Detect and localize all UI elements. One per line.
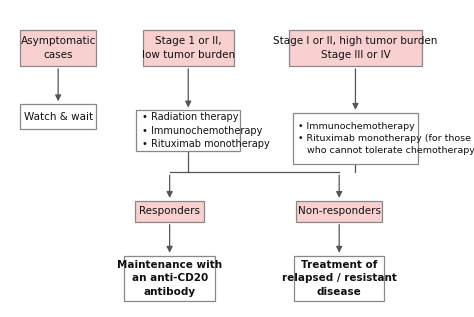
Text: Responders: Responders xyxy=(139,206,200,216)
Text: Non-responders: Non-responders xyxy=(298,206,381,216)
Text: Stage 1 or II,
low tumor burden: Stage 1 or II, low tumor burden xyxy=(142,36,235,60)
Text: Maintenance with
an anti-CD20
antibody: Maintenance with an anti-CD20 antibody xyxy=(117,260,222,297)
Text: Stage I or II, high tumor burden
Stage III or IV: Stage I or II, high tumor burden Stage I… xyxy=(273,36,438,60)
FancyBboxPatch shape xyxy=(135,201,204,222)
FancyBboxPatch shape xyxy=(296,201,382,222)
Text: • Radiation therapy
• Immunochemotherapy
• Rituximab monotherapy: • Radiation therapy • Immunochemotherapy… xyxy=(142,112,269,149)
FancyBboxPatch shape xyxy=(136,110,240,151)
FancyBboxPatch shape xyxy=(293,113,418,164)
FancyBboxPatch shape xyxy=(20,30,97,66)
FancyBboxPatch shape xyxy=(294,256,384,301)
FancyBboxPatch shape xyxy=(124,256,215,301)
FancyBboxPatch shape xyxy=(143,30,234,66)
FancyBboxPatch shape xyxy=(20,104,97,129)
FancyBboxPatch shape xyxy=(289,30,422,66)
Text: Asymptomatic
cases: Asymptomatic cases xyxy=(20,36,96,60)
Text: Watch & wait: Watch & wait xyxy=(24,112,93,121)
Text: • Immunochemotherapy
• Rituximab monotherapy (for those
   who cannot tolerate c: • Immunochemotherapy • Rituximab monothe… xyxy=(298,122,474,155)
Text: Treatment of
relapsed / resistant
disease: Treatment of relapsed / resistant diseas… xyxy=(282,260,397,297)
